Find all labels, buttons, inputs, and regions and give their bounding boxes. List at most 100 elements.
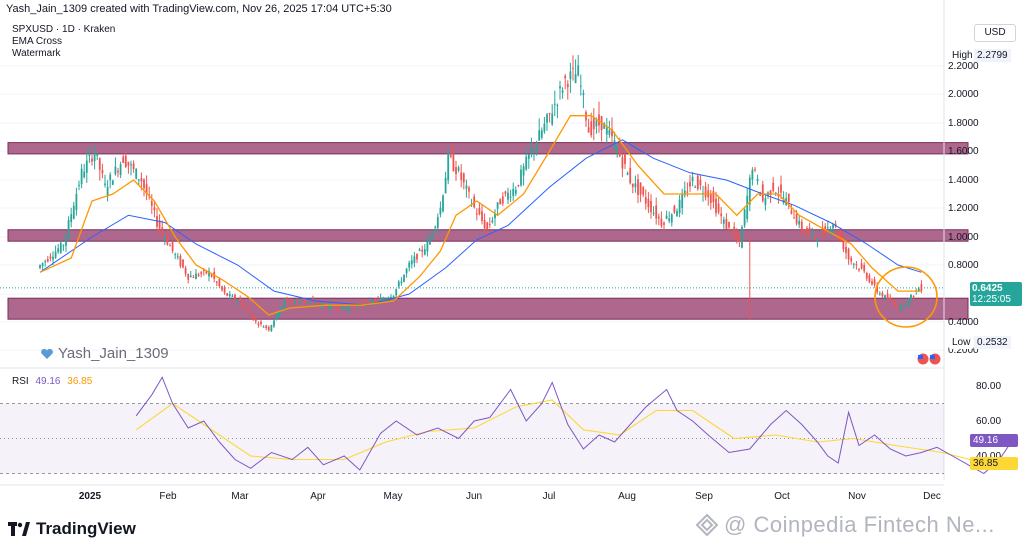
time-tick: Sep [695,491,713,502]
candle-body [868,275,871,283]
price-axis[interactable]: 2.2000 2.0000 1.8000 1.6000 1.4000 1.2000 1.00… [948,61,979,356]
candle-body [873,279,876,285]
candle-body [741,227,743,248]
candle-body [465,185,468,189]
symbol-label[interactable]: SPXUSD · 1D · Kraken [12,24,116,35]
candle-body [852,263,855,265]
candle-body [187,273,190,280]
candle-body [904,304,907,306]
candle-body [509,196,512,198]
candle-body [106,186,109,196]
rsi-axis[interactable]: 80.00 60.00 40.00 [976,381,1001,462]
candle-body [98,158,101,170]
candle-body [208,270,210,277]
candle-body [210,274,213,277]
candle-body [907,298,910,306]
candle-body [119,164,122,176]
candle-body [582,93,585,96]
candle-body [392,295,395,299]
candle-body [808,227,811,232]
sr-zone-2 [7,297,969,320]
tradingview-brand[interactable]: TradingView [8,519,136,539]
candle-body [403,274,405,282]
candle-body [728,221,730,228]
candle-body [839,232,842,241]
candle-body [837,230,840,238]
tradingview-logo-icon [8,522,30,536]
candle-body [72,205,75,219]
currency-button[interactable]: USD [974,24,1016,42]
candle-body [200,272,203,274]
candle-body [816,240,819,243]
candle-body [189,275,192,278]
watermark-label[interactable]: Watermark [12,48,61,59]
candle-body [265,325,268,329]
candle-body [751,169,754,180]
candle-body [709,194,712,203]
candle-body [891,301,894,303]
candle-body [598,114,600,126]
candle-body [676,211,678,217]
candle-body [657,216,660,219]
candle-body [806,228,808,233]
price-tick: 2.0000 [948,89,979,100]
candle-body [608,130,611,135]
candle-body [605,127,608,135]
candle-body [764,198,767,205]
candle-body [267,327,270,331]
candle-body [881,292,884,297]
candle-body [442,195,444,212]
candle-body [621,157,624,169]
candle-body [400,281,403,284]
candle-body [390,296,392,298]
candle-body [429,236,431,245]
candle-body [871,281,873,285]
candle-body [132,163,135,169]
time-tick: Apr [310,491,326,502]
candle-body [293,301,296,304]
candle-body [273,320,275,327]
candle-body [348,306,351,311]
candle-body [673,205,676,213]
candle-body [114,166,117,175]
candle-body [304,299,307,303]
candle-body [239,297,242,301]
candle-body [270,325,273,332]
candle-body [184,268,187,274]
ema-cross-label[interactable]: EMA Cross [12,36,63,47]
sr-zones [7,142,969,320]
candle-body [902,307,905,309]
candle-body [197,274,200,276]
candle-body [377,298,379,300]
price-tick: 0.2000 [948,345,979,356]
candle-body [439,207,442,215]
time-tick: Feb [159,491,177,502]
candle-body [449,155,452,157]
candle-body [507,192,509,200]
candle-body [192,276,195,278]
candle-body [663,222,665,225]
candle-body [249,314,252,316]
rsi-legend-ma: 36.85 [67,376,93,387]
rsi-tick: 80.00 [976,381,1001,392]
rsi-legend[interactable]: RSI 49.16 36.85 [12,376,92,387]
candle-body [343,307,346,310]
candle-body [325,305,327,308]
candle-body [530,148,533,154]
candle-body [522,166,525,176]
candle-body [241,301,244,307]
candle-body [387,297,390,300]
candle-body [793,217,795,219]
candle-body [689,181,691,187]
time-axis[interactable]: 2025 Feb Mar Apr May Jun Jul Aug Sep Oct Nov Dec [79,491,941,502]
source-watermark: @ Coinpedia Fintech Ne... [696,512,995,538]
candle-body [637,179,639,195]
candle-body [421,249,424,252]
candle-body [665,215,668,219]
candle-body [145,184,148,195]
candle-body [91,158,93,162]
candle-body [59,242,62,253]
sr-zone-1 [7,229,969,242]
price-tick: 0.4000 [948,317,979,328]
